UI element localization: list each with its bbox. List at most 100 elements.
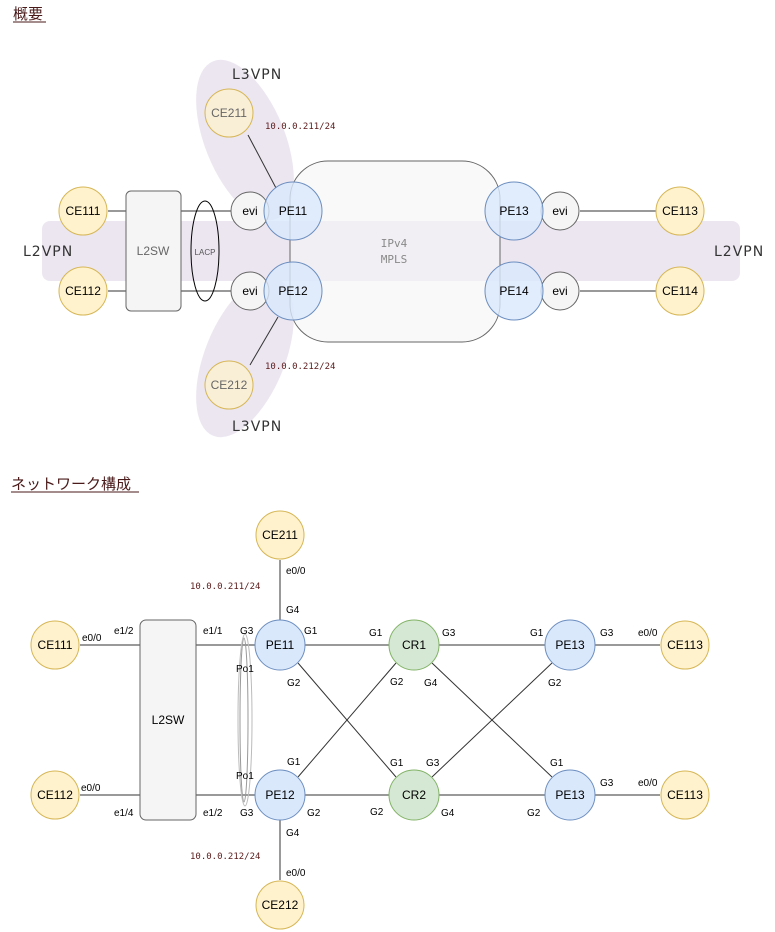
svg-text:CE211: CE211: [262, 528, 298, 542]
overview-ce211: CE211: [204, 88, 254, 138]
svg-text:CR1: CR1: [402, 638, 426, 652]
core-label-ipv4: IPv4: [381, 237, 408, 250]
svg-text:evi: evi: [552, 204, 567, 218]
overview-ce112: CE112: [58, 266, 108, 316]
port-ce211-e00: e0/0: [286, 566, 306, 577]
port-cr2-g4: G4: [441, 808, 455, 819]
svg-text:CE114: CE114: [662, 284, 698, 298]
network-cr2: CR2: [388, 769, 440, 821]
evi-pe11: evi: [230, 191, 270, 231]
port-pe13t-g2: G2: [548, 678, 562, 689]
network-ce111: CE111: [30, 620, 80, 670]
port-l2sw-e12-left: e1/2: [114, 626, 134, 637]
network-title: ネットワーク構成: [11, 475, 131, 493]
network-pe11: PE11: [254, 619, 306, 671]
port-ce112-e00: e0/0: [81, 783, 101, 794]
port-pe11-g4: G4: [286, 605, 300, 616]
port-ce212-e00: e0/0: [286, 868, 306, 879]
network-l2sw-label: L2SW: [152, 713, 185, 727]
network-pe13-top: PE13: [544, 619, 596, 671]
port-pe11-g3: G3: [240, 626, 254, 637]
network-ce113-top: CE113: [660, 620, 710, 670]
svg-text:PE12: PE12: [265, 788, 295, 802]
overview-ce212: CE212: [204, 360, 254, 410]
svg-text:PE12: PE12: [278, 284, 308, 298]
port-ce113b-e00: e0/0: [638, 778, 658, 789]
svg-text:PE14: PE14: [499, 284, 529, 298]
overview-pe14: PE14: [484, 261, 544, 321]
network-ce212: CE212: [255, 880, 305, 930]
port-l2sw-e12-right: e1/2: [203, 808, 223, 819]
overview-pe12: PE12: [263, 261, 323, 321]
port-cr2-g1: G1: [390, 758, 404, 769]
network-pe13-bottom: PE13: [544, 769, 596, 821]
network-ce113-bottom: CE113: [660, 770, 710, 820]
core-label-mpls: MPLS: [381, 253, 408, 266]
port-pe11-g1: G1: [304, 626, 318, 637]
port-pe11-g2: G2: [287, 678, 301, 689]
svg-text:evi: evi: [242, 284, 257, 298]
port-pe13t-g1: G1: [530, 628, 544, 639]
l2vpn-right-label: L2VPN: [714, 244, 764, 260]
network-cr1: CR1: [388, 619, 440, 671]
network-addr-211: 10.0.0.211/24: [190, 582, 260, 592]
svg-text:CE112: CE112: [65, 284, 101, 298]
lacp-bundle: [190, 200, 220, 302]
lacp-label: LACP: [195, 248, 216, 257]
port-labels: e0/0 G4 e0/0 e1/2 e1/1 G3 G1 G2 Po1 G1 G…: [81, 566, 658, 879]
overview-ce113: CE113: [655, 186, 705, 236]
port-cr2-g2: G2: [370, 807, 384, 818]
overview-ce114: CE114: [655, 266, 705, 316]
port-pe13t-g3: G3: [600, 628, 614, 639]
l3vpn-top-label: L3VPN: [232, 67, 282, 83]
evi-pe12: evi: [230, 271, 270, 311]
port-cr2-g3: G3: [426, 758, 440, 769]
evi-pe14: evi: [540, 271, 580, 311]
svg-text:CE211: CE211: [211, 106, 247, 120]
port-pe13b-g3: G3: [600, 778, 614, 789]
overview-l2sw: [125, 190, 182, 312]
overview-ce111: CE111: [58, 186, 108, 236]
port-po1-top: Po1: [236, 664, 254, 675]
overview-addr-211: 10.0.0.211/24: [265, 122, 335, 132]
svg-text:CE212: CE212: [262, 898, 299, 912]
port-pe12-g4: G4: [286, 828, 300, 839]
port-pe13b-g2: G2: [527, 808, 541, 819]
port-l2sw-e14: e1/4: [114, 808, 134, 819]
network-links: [80, 560, 660, 880]
port-cr1-g2: G2: [390, 677, 404, 688]
port-cr1-g3: G3: [442, 628, 456, 639]
overview-pe11: PE11: [263, 181, 323, 241]
svg-text:PE11: PE11: [266, 638, 295, 652]
po1-bundle: [239, 637, 249, 803]
network-ce112: CE112: [30, 770, 80, 820]
overview-pe13: PE13: [484, 181, 544, 241]
svg-text:PE13: PE13: [555, 788, 585, 802]
port-ce113t-e00: e0/0: [638, 628, 658, 639]
port-pe13b-g1: G1: [550, 758, 564, 769]
port-cr1-g1: G1: [369, 628, 383, 639]
port-pe12-g2: G2: [307, 808, 321, 819]
svg-text:CE113: CE113: [667, 788, 703, 802]
l2vpn-left-label: L2VPN: [23, 244, 73, 260]
svg-text:evi: evi: [242, 204, 257, 218]
port-pe12-g1: G1: [287, 757, 301, 768]
network-addr-212: 10.0.0.212/24: [190, 852, 260, 862]
core-cloud: [289, 160, 501, 343]
svg-text:PE11: PE11: [279, 204, 308, 218]
network-l2sw: [139, 619, 197, 821]
svg-text:CE113: CE113: [667, 638, 703, 652]
port-ce111-e00: e0/0: [82, 633, 102, 644]
svg-text:CE111: CE111: [66, 204, 101, 218]
overview-l2sw-label: L2SW: [137, 244, 170, 258]
network-ce211: CE211: [255, 510, 305, 560]
port-pe12-g3: G3: [240, 808, 254, 819]
svg-text:evi: evi: [552, 284, 567, 298]
svg-text:CR2: CR2: [402, 788, 426, 802]
svg-text:CE111: CE111: [38, 638, 73, 652]
port-cr1-g4: G4: [424, 678, 438, 689]
port-po1-bottom: Po1: [236, 771, 254, 782]
svg-text:PE13: PE13: [555, 638, 585, 652]
port-l2sw-e11: e1/1: [203, 626, 223, 637]
